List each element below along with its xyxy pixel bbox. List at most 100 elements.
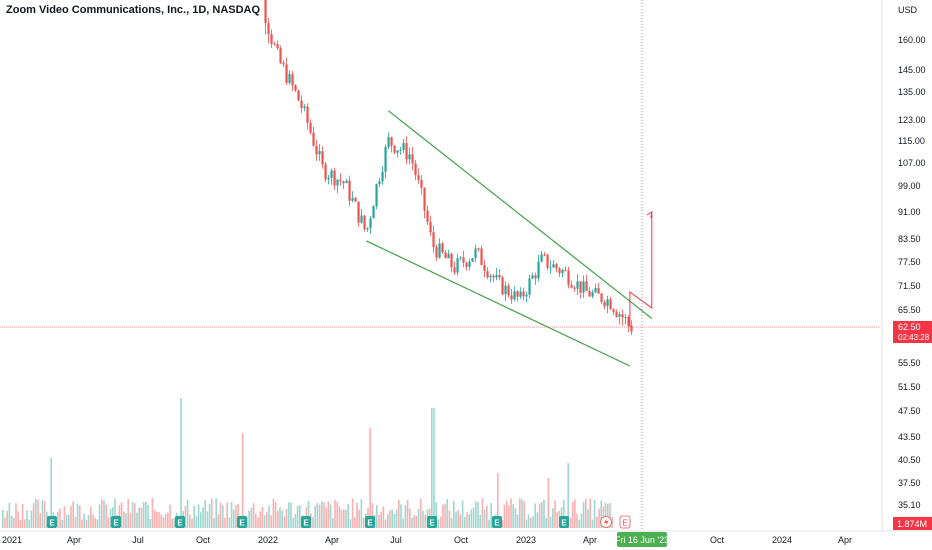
volume-bar	[510, 498, 512, 528]
volume-bar	[378, 514, 380, 528]
volume-bar	[263, 514, 266, 528]
volume-bar	[415, 515, 418, 528]
volume-bar	[444, 503, 446, 528]
volume-bar	[153, 509, 156, 528]
earnings-badge	[301, 516, 311, 528]
volume-bar	[281, 510, 283, 528]
earnings-letter: E	[561, 519, 567, 528]
candle-body	[513, 291, 516, 300]
volume-bar	[409, 508, 411, 528]
last-price-value: 62.50	[898, 322, 921, 332]
candle-body	[285, 64, 288, 84]
volume-bar	[72, 501, 74, 528]
volume-bar	[395, 509, 398, 528]
price-tick-label: 51.50	[898, 382, 921, 392]
earnings-icon: E	[237, 516, 247, 528]
volume-bar	[567, 463, 569, 528]
volume-bar	[402, 518, 404, 528]
price-tick-label: 123.00	[898, 115, 926, 125]
volume-bar	[103, 500, 105, 528]
volume-bar	[120, 502, 123, 528]
candle-body	[519, 291, 522, 297]
volume-bar	[329, 504, 332, 528]
volume-bar	[109, 508, 112, 528]
volume-bar	[290, 502, 292, 528]
volume-bar	[490, 503, 492, 528]
volume-bar	[356, 502, 358, 528]
volume-bar	[4, 517, 6, 528]
volume-bar	[587, 509, 589, 528]
candle-body	[588, 291, 591, 297]
candle-body	[612, 309, 615, 312]
volume-bar	[19, 519, 22, 528]
volume-bar	[384, 519, 387, 528]
candle-body	[279, 48, 282, 63]
volume-tag: 1.874M	[893, 517, 932, 530]
candle-body	[387, 137, 390, 147]
volume-bar	[164, 513, 167, 528]
time-tick-label: Jul	[390, 535, 402, 545]
volume-bar	[233, 509, 235, 528]
candle-body	[516, 291, 519, 297]
candle-body	[378, 181, 381, 185]
volume-bar	[391, 509, 393, 528]
candle-body	[369, 218, 372, 228]
price-tick-label: 77.50	[898, 257, 921, 267]
lightning-icon	[600, 516, 612, 528]
earnings-badge	[237, 516, 247, 528]
volume-bar	[358, 509, 360, 528]
volume-bar	[435, 501, 437, 528]
candle-body	[273, 43, 276, 45]
candle-body	[318, 151, 321, 155]
candle-body	[546, 254, 549, 268]
candle-body	[363, 215, 366, 230]
volume-bar	[503, 504, 506, 528]
earnings-badge	[47, 516, 57, 528]
volume-bar	[422, 510, 424, 528]
candle-body	[489, 275, 492, 278]
currency-label: USD	[898, 5, 918, 15]
price-axis[interactable]: USD 160.00 145.00 135.00 123.00 115.00 107.00 9…	[881, 0, 932, 530]
volume-bar	[189, 514, 191, 528]
volume-bar	[123, 511, 125, 528]
candle-body	[582, 281, 585, 293]
volume-bar	[424, 514, 426, 528]
volume-bar	[2, 509, 4, 528]
candle-body	[411, 154, 414, 164]
volume-bar	[609, 502, 611, 528]
earnings-icon: E	[301, 516, 311, 528]
volume-bar	[68, 514, 70, 528]
volume-bar	[351, 498, 354, 528]
candle-body	[630, 325, 633, 332]
volume-bar	[63, 506, 66, 528]
volume-bar	[411, 517, 413, 528]
volume-bar	[277, 510, 279, 528]
candle-body	[294, 85, 297, 91]
volume-tag-bg	[893, 517, 932, 530]
candle-body	[297, 90, 300, 101]
volume-bar	[380, 511, 382, 528]
volume-bar	[607, 503, 609, 528]
volume-bar	[459, 515, 462, 528]
volume-bar	[219, 502, 222, 528]
volume-bar	[488, 519, 490, 528]
volume-bar	[261, 506, 264, 528]
volume-bar	[591, 519, 594, 528]
volume-bar	[574, 499, 576, 528]
volume-bar	[252, 503, 255, 528]
volume-bar	[228, 517, 231, 528]
wedge-upper-trendline	[387, 110, 653, 319]
volume-bar	[611, 517, 613, 528]
volume-bar	[186, 499, 189, 528]
volume-bar	[200, 512, 202, 528]
volume-bar	[420, 498, 422, 528]
candle-body	[579, 281, 582, 293]
volume-bar	[30, 510, 33, 528]
earnings-icon: E	[559, 516, 569, 528]
volume-bar	[327, 501, 330, 528]
volume-bar	[83, 513, 85, 528]
volume-bar	[371, 503, 374, 528]
time-axis[interactable]: 2021 Apr Jul Oct 2022 Apr Jul Oct 2023 Apr Oct 2024…	[0, 530, 932, 547]
volume-bar	[580, 513, 583, 528]
